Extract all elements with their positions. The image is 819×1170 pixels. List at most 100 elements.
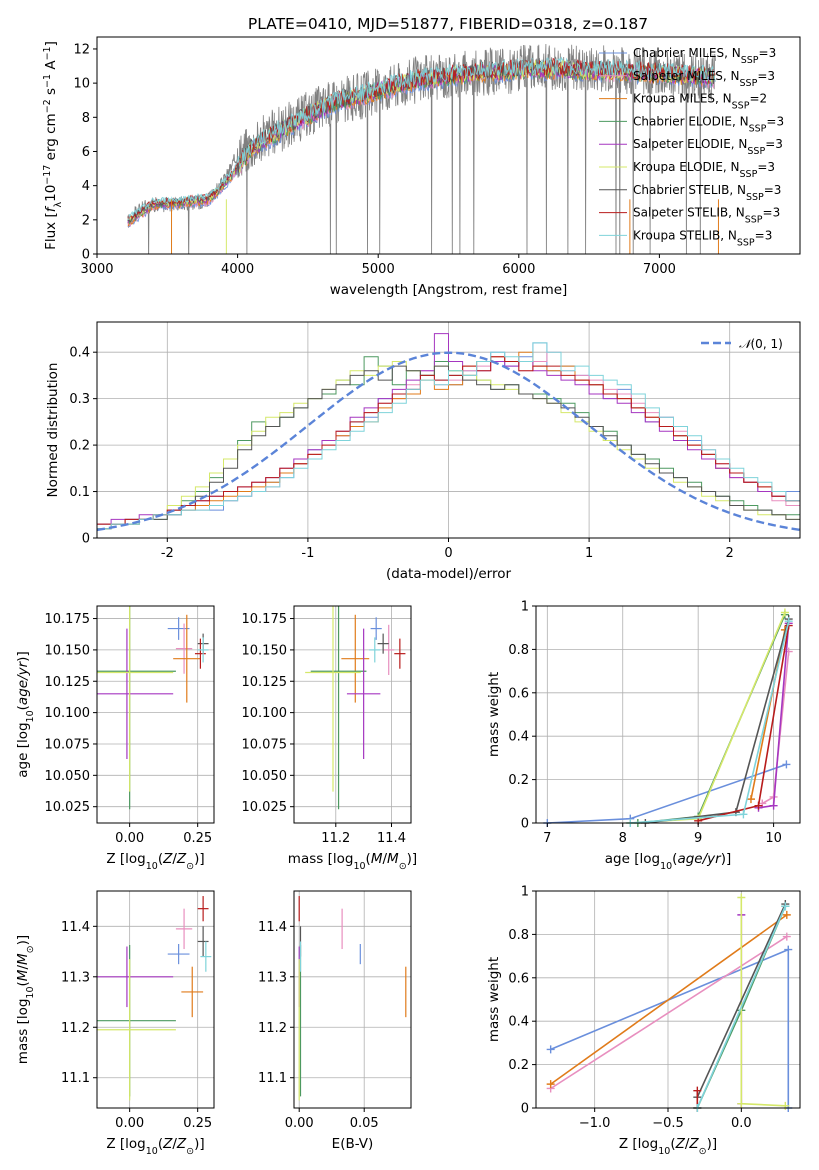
y-tick-label: 0.2: [508, 773, 529, 788]
y-tick-label: 10.025: [242, 800, 288, 815]
y-tick-label: 0: [82, 248, 90, 263]
weight-marker: [546, 1045, 555, 1054]
x-tick-label: 5000: [362, 262, 395, 277]
mass-vs-Z-panel: 0.00 0.25 11.1 11.2 11.3 11.4 Z [log10(Z/Z⊙)] m…: [15, 890, 215, 1157]
y-tick-label: 10.050: [242, 769, 288, 784]
x-tick-label: 0.05: [350, 1116, 379, 1131]
x-tick-label: -1: [301, 546, 314, 561]
errorbars: [97, 896, 212, 1101]
figure-title: PLATE=0410, MJD=51877, FIBERID=0318, z=0…: [248, 15, 648, 33]
y-tick-label: 2: [82, 213, 90, 228]
legend: Chabrier MILES, NSSP=3 Salpeter MILES, NS…: [599, 46, 784, 248]
x-axis-label: wavelength [Angstrom, rest frame]: [330, 282, 568, 298]
x-axis-label: Z [log10(Z/Z⊙)]: [106, 1136, 204, 1157]
weight-vs-age-panel: 7 8 9 10 0 0.2 0.4 0.6 0.8 1 age [log10(age/yr)] ma…: [486, 600, 801, 872]
weight-marker: [784, 617, 793, 626]
legend-label: Kroupa MILES, NSSP=2: [633, 92, 767, 112]
x-tick-label: 0.00: [115, 1116, 144, 1131]
x-axis-label: (data-model)/error: [386, 566, 512, 582]
legend-label: Salpeter ELODIE, NSSP=3: [633, 137, 783, 157]
y-tick-label: 11.2: [61, 1021, 90, 1036]
y-tick-label: 6: [82, 145, 90, 160]
y-tick-label: 4: [82, 179, 90, 194]
y-tick-label: 0.2: [69, 439, 90, 454]
normal-curve: [96, 351, 801, 532]
y-tick-label: 0.4: [508, 730, 529, 745]
x-axis-label: age [log10(age/yr)]: [605, 851, 731, 872]
x-tick-label: 0.25: [183, 831, 212, 846]
weight-marker: [737, 893, 746, 902]
y-tick-label: 10.175: [45, 612, 91, 627]
x-tick-label: 0.00: [285, 1116, 314, 1131]
x-tick-label: 0.0: [731, 1116, 752, 1131]
legend-label: Chabrier MILES, NSSP=3: [633, 46, 776, 66]
y-tick-label: 10.150: [242, 643, 288, 658]
y-tick-label: 11.3: [258, 970, 287, 985]
weight-marker: [737, 1099, 746, 1108]
y-tick-label: 11.4: [258, 920, 287, 935]
x-tick-label: -2: [161, 546, 174, 561]
y-tick-label: 0.4: [508, 1015, 529, 1030]
weight-marker: [781, 902, 790, 911]
model-spectrum-line: [127, 57, 716, 221]
legend-label: Chabrier STELIB, NSSP=3: [633, 183, 781, 203]
x-tick-label: 10: [765, 831, 782, 846]
weight-marker: [546, 1080, 555, 1089]
y-tick-label: 10.050: [45, 769, 91, 784]
y-axis-label: mass weight: [486, 957, 502, 1042]
x-axis-label: E(B-V): [332, 1136, 374, 1152]
y-axis-label: Flux [fλ10−17 erg cm−2 s−1 A−1]: [42, 41, 64, 250]
weight-marker: [693, 1086, 702, 1095]
y-tick-label: 0: [521, 1102, 529, 1117]
errorbars: [97, 606, 209, 810]
legend-label: 𝒩(0, 1): [739, 337, 783, 351]
y-tick-label: 1: [521, 600, 529, 615]
weight-marker: [784, 945, 793, 954]
weight-marker: [739, 810, 748, 819]
x-tick-label: 4000: [221, 262, 254, 277]
errorbars: [305, 606, 406, 810]
y-tick-label: 0.8: [508, 928, 529, 943]
plot-frame: [293, 605, 412, 824]
plot-frame: [293, 890, 412, 1109]
errorbars: [298, 896, 407, 1101]
y-axis-label: mass [log10(M/M⊙)]: [15, 935, 36, 1064]
y-tick-label: 10.150: [45, 643, 91, 658]
x-axis-label: mass [log10(M/M⊙)]: [288, 851, 417, 872]
x-axis-label: Z [log10(Z/Z⊙)]: [106, 851, 204, 872]
y-tick-label: 11.1: [61, 1071, 90, 1086]
model-spectrum-line: [127, 63, 716, 228]
y-tick-label: 10.100: [45, 706, 91, 721]
y-tick-label: 0.6: [508, 686, 529, 701]
plot-frame: [96, 890, 215, 1109]
y-tick-label: 11.2: [258, 1021, 287, 1036]
y-axis-label: Normed distribution: [45, 363, 61, 498]
y-tick-label: 10.125: [242, 675, 288, 690]
x-tick-label: 7: [543, 831, 551, 846]
y-axis-label: mass weight: [486, 672, 502, 757]
y-tick-label: 10: [73, 77, 90, 92]
weight-marker: [746, 795, 755, 804]
weight-line: [637, 614, 786, 824]
model-spectrum-line: [127, 56, 716, 220]
x-tick-label: 9: [694, 831, 702, 846]
y-tick-label: 0.3: [69, 392, 90, 407]
x-tick-label: 0: [444, 546, 452, 561]
x-tick-label: 6000: [502, 262, 535, 277]
x-tick-label: −0.5: [652, 1116, 684, 1131]
weight-marker: [782, 760, 791, 769]
y-tick-label: 10.025: [45, 800, 91, 815]
x-tick-label: 3000: [80, 262, 113, 277]
y-tick-label: 10.075: [242, 737, 288, 752]
plot-frame: [96, 36, 801, 255]
weight-line: [696, 903, 787, 1098]
y-tick-label: 10.075: [45, 737, 91, 752]
y-tick-label: 0.2: [508, 1058, 529, 1073]
weight-line: [550, 948, 790, 1108]
weight-marker: [754, 801, 763, 810]
y-tick-label: 10.125: [45, 675, 91, 690]
y-tick-label: 11.3: [61, 970, 90, 985]
x-axis-label: Z [log10(Z/Z⊙)]: [619, 1136, 717, 1157]
weight-marker: [780, 608, 789, 617]
y-axis-label: age [log10(age/yr)]: [15, 651, 36, 777]
